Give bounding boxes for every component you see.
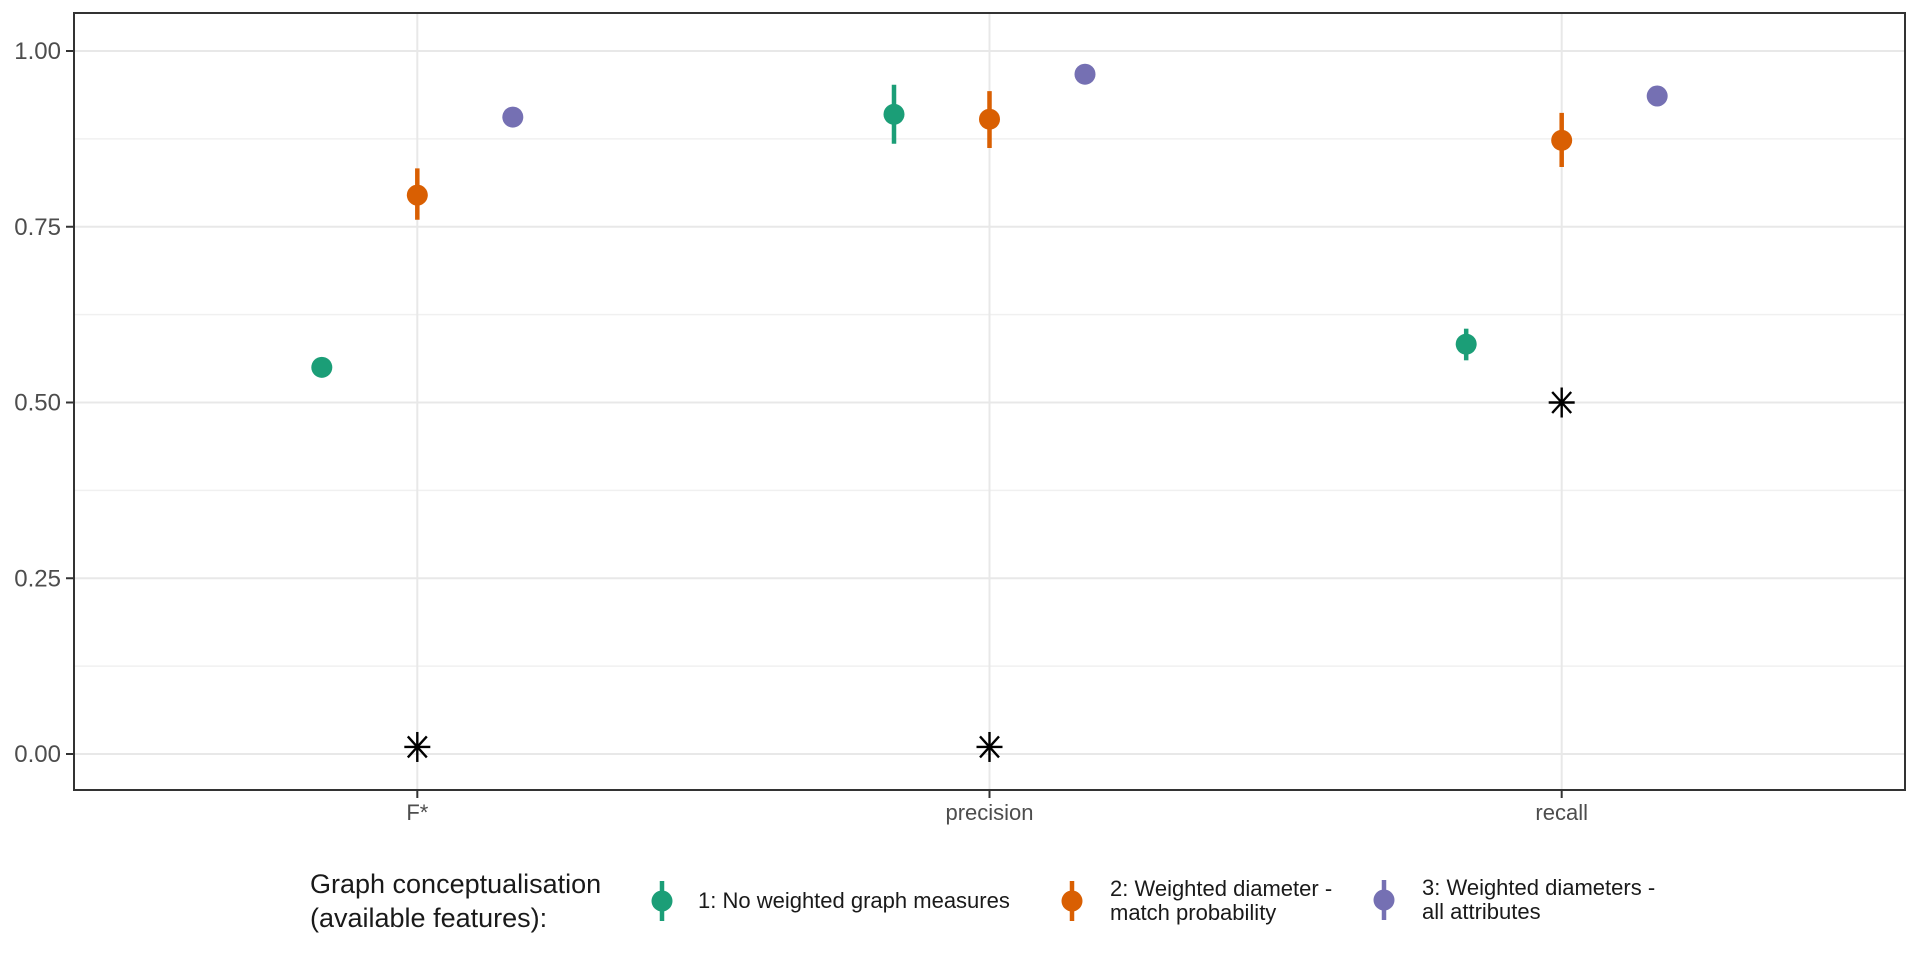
point-series2-f bbox=[406, 184, 428, 206]
point-series1-precision bbox=[883, 103, 905, 125]
asterisk-spoke bbox=[1551, 391, 1573, 414]
y-tick-label-0.50: 0.50 bbox=[14, 390, 61, 417]
point-series3-f bbox=[502, 106, 524, 128]
asterisk-marker-recall bbox=[1548, 387, 1575, 418]
x-tick-label-f: F* bbox=[406, 800, 428, 825]
asterisk-spoke bbox=[406, 735, 428, 759]
x-tick-label-precision: precision bbox=[945, 800, 1033, 825]
asterisk-marker-precision bbox=[976, 731, 1003, 762]
point-series1-f bbox=[311, 356, 333, 378]
point-series3-precision bbox=[1074, 63, 1096, 85]
y-tick-label-0.00: 0.00 bbox=[14, 741, 61, 768]
y-tick-label-0.25: 0.25 bbox=[14, 565, 61, 592]
y-tick-label-0.75: 0.75 bbox=[14, 214, 61, 241]
x-tick-label-recall: recall bbox=[1535, 800, 1588, 825]
asterisk-marker-f bbox=[404, 731, 431, 762]
asterisk-spoke bbox=[979, 735, 1000, 759]
point-series3-recall bbox=[1646, 85, 1668, 107]
point-series1-recall bbox=[1455, 333, 1477, 355]
point-series2-precision bbox=[979, 108, 1000, 130]
point-series2-recall bbox=[1551, 129, 1573, 151]
y-tick-label-1.00: 1.00 bbox=[14, 38, 61, 65]
